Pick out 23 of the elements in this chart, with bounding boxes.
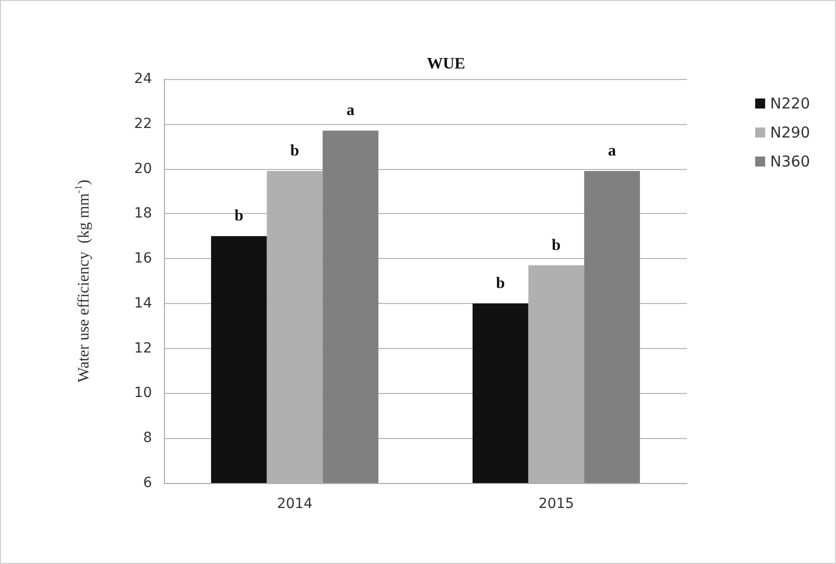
data-label: b bbox=[290, 142, 300, 160]
data-label: a bbox=[346, 102, 355, 120]
y-tick-label: 12 bbox=[134, 340, 152, 356]
y-tick-label: 22 bbox=[134, 116, 152, 132]
y-tick-label: 18 bbox=[134, 206, 152, 222]
x-tick-label: 2014 bbox=[276, 496, 313, 512]
legend-label: N290 bbox=[770, 124, 810, 142]
data-label: b bbox=[552, 236, 561, 254]
y-tick-label: 14 bbox=[134, 295, 152, 312]
y-tick-label: 20 bbox=[134, 160, 152, 177]
chart-title: WUE bbox=[426, 56, 466, 72]
y-tick-label: 24 bbox=[134, 71, 152, 87]
legend-label: N360 bbox=[770, 152, 810, 170]
y-tick-label: 10 bbox=[134, 385, 152, 402]
y-tick-label: 8 bbox=[143, 430, 152, 446]
x-tick-label: 2015 bbox=[538, 496, 574, 512]
data-label: b bbox=[496, 274, 506, 292]
y-tick-label: 6 bbox=[143, 475, 152, 491]
y-axis-title: Water use efficiency (kg mm-1) bbox=[74, 180, 92, 382]
data-label: a bbox=[608, 142, 616, 160]
y-tick-label: 16 bbox=[134, 250, 152, 267]
data-label: b bbox=[234, 208, 244, 225]
legend-label: N220 bbox=[770, 94, 810, 112]
